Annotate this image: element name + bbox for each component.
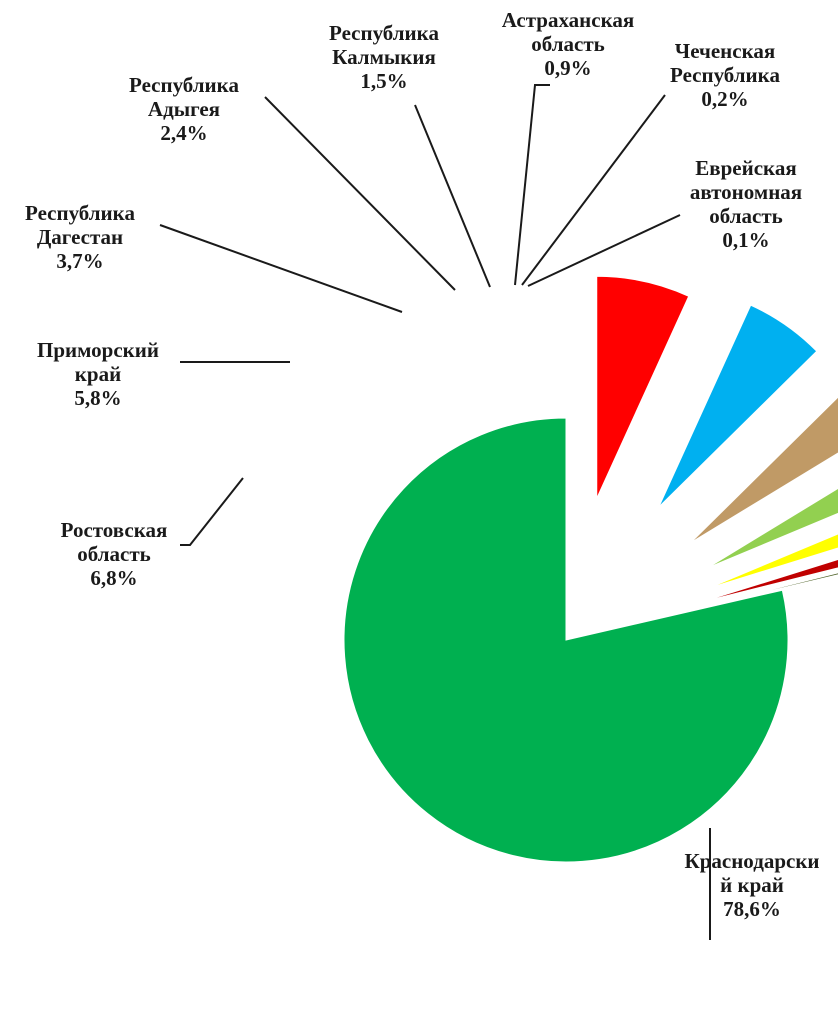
pie-slice: [690, 396, 838, 544]
pie-slice: [596, 275, 690, 499]
slice-label: Краснодарски й край 78,6%: [684, 849, 819, 921]
slice-name-label: Калмыкия: [332, 45, 436, 69]
slice-name-label: область: [531, 32, 605, 56]
slice-name-label: Республика: [129, 73, 239, 97]
slice-value-label: 5,8%: [74, 386, 121, 410]
slice-value-label: 3,7%: [56, 249, 103, 273]
slice-value-label: 6,8%: [90, 566, 137, 590]
leader-line: [159, 224, 403, 313]
leader-lines: [159, 84, 711, 940]
slice-name-label: Еврейская: [695, 156, 796, 180]
slice-name-label: край: [75, 362, 121, 386]
leader-line: [264, 96, 456, 291]
pie-slices: [343, 275, 838, 863]
slice-name-label: Республика: [670, 63, 780, 87]
slice-label: Приморский край 5,8%: [37, 338, 159, 410]
slice-label: Республика Адыгея 2,4%: [129, 73, 239, 145]
slice-label: Чеченская Республика 0,2%: [670, 39, 780, 111]
slice-name-label: Астраханская: [502, 8, 635, 32]
leader-line: [527, 214, 681, 287]
slice-labels: Краснодарски й край 78,6%Ростовская область…: [25, 8, 819, 921]
slice-name-label: Дагестан: [37, 225, 123, 249]
pie-slice: [706, 487, 838, 569]
slice-name-label: область: [709, 204, 783, 228]
slice-name-label: автономная: [690, 180, 802, 204]
slice-name-label: й край: [720, 873, 784, 897]
leader-line: [521, 94, 666, 286]
slice-name-label: Республика: [329, 21, 439, 45]
slice-label: Республика Дагестан 3,7%: [25, 201, 135, 273]
leader-line: [414, 104, 491, 288]
pie-slice: [343, 417, 789, 863]
slice-value-label: 0,9%: [544, 56, 591, 80]
slice-value-label: 0,1%: [722, 228, 769, 252]
slice-value-label: 2,4%: [160, 121, 207, 145]
slice-name-label: область: [77, 542, 151, 566]
pie-slice: [706, 533, 838, 590]
slice-label: Ростовская область 6,8%: [61, 518, 168, 590]
slice-name-label: Краснодарски: [684, 849, 819, 873]
slice-label: Астраханская область 0,9%: [502, 8, 635, 80]
slice-name-label: Адыгея: [148, 97, 220, 121]
slice-name-label: Чеченская: [675, 39, 775, 63]
slice-value-label: 78,6%: [723, 897, 781, 921]
pie-slice: [658, 304, 818, 508]
slice-value-label: 0,2%: [701, 87, 748, 111]
pie-slice: [697, 572, 838, 609]
leader-line: [180, 477, 244, 546]
slice-label: Республика Калмыкия 1,5%: [329, 21, 439, 93]
slice-name-label: Приморский: [37, 338, 159, 362]
slice-value-label: 1,5%: [360, 69, 407, 93]
slice-name-label: Республика: [25, 201, 135, 225]
leader-line: [514, 84, 550, 286]
slice-label: Еврейская автономная область 0,1%: [690, 156, 802, 252]
slice-name-label: Ростовская: [61, 518, 168, 542]
